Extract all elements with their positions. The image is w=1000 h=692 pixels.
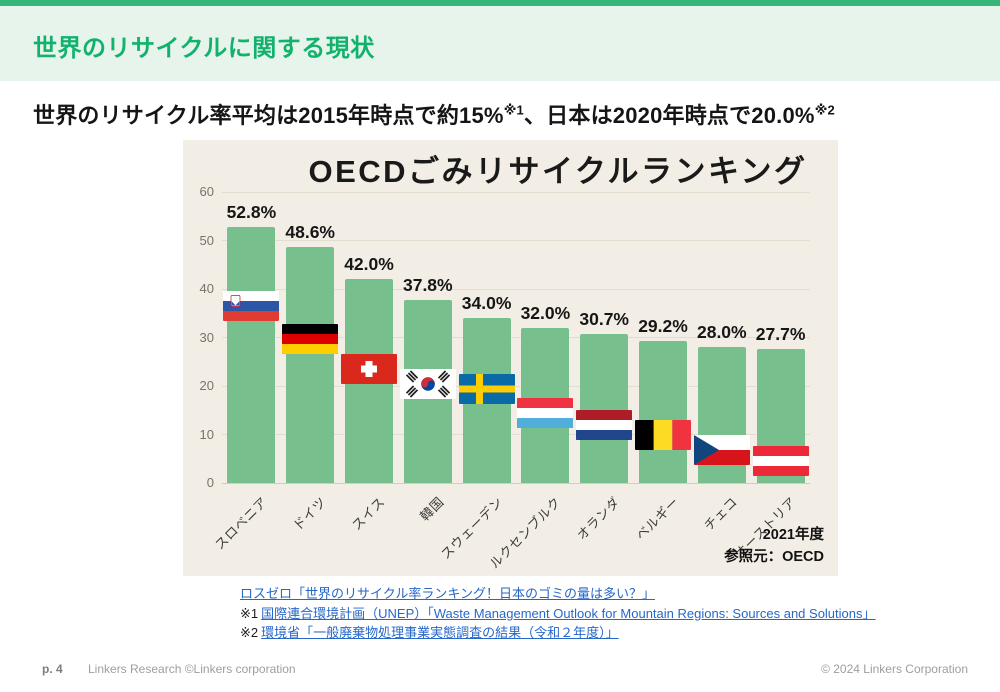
gridline-30 <box>222 337 810 338</box>
page-title: 世界のリサイクルに関する現状 <box>33 35 375 62</box>
gridline-60 <box>222 191 810 193</box>
flag-belgium-icon <box>635 420 691 451</box>
ytick-0: 0 <box>206 475 214 490</box>
value-label-czechia: 28.0% <box>696 322 747 343</box>
source-link-1[interactable]: ロスゼロ「世界のリサイクル率ランキング！日本のゴミの量は多い？」 <box>240 586 655 601</box>
subtitle-footnote-marker: ※1 <box>503 102 524 118</box>
gridline-10 <box>222 434 810 435</box>
flag-austria-icon <box>752 445 809 476</box>
source-prefix-3: ※2 <box>240 625 259 640</box>
plot-area: 0 10 20 30 40 50 60 52.8% スロベニア 48.6% ドイツ 42.0% スイス 3… <box>200 184 810 571</box>
value-label-netherlands: 30.7% <box>579 309 629 330</box>
source-line-3: ※2 環境省「一般廃棄物処理事業実態調査の結果（令和２年度）」 <box>240 623 876 643</box>
ytick-30: 30 <box>199 329 214 345</box>
ytick-20: 20 <box>199 378 214 393</box>
flag-slovenia-icon <box>223 290 280 321</box>
flag-netherlands-icon <box>576 410 633 441</box>
ytick-10: 10 <box>199 426 214 442</box>
chart-note: 2021年度 参照元：OECD <box>724 524 824 568</box>
source-links: ロスゼロ「世界のリサイクル率ランキング！日本のゴミの量は多い？」 ※1 国際連合環境… <box>240 584 876 643</box>
chart-note-source: 参照元：OECD <box>724 549 824 565</box>
bar-netherlands <box>580 334 629 483</box>
header-band <box>0 6 1000 81</box>
source-line-1: ロスゼロ「世界のリサイクル率ランキング！日本のゴミの量は多い？」 <box>240 584 876 604</box>
gridline-40 <box>222 288 810 290</box>
slide-subtitle: 世界のリサイクル率平均は2015年時点で約15%※1、日本は2020年時点で20… <box>33 102 835 128</box>
footer: p. 4 Linkers Research ©Linkers corporati… <box>0 660 1000 684</box>
flag-luxembourg-icon <box>517 398 574 429</box>
flag-czechia-icon <box>693 434 750 465</box>
footer-right-text: © 2024 Linkers Corporation <box>821 662 968 676</box>
source-prefix-2: ※1 <box>240 605 259 621</box>
bar-belgium <box>639 341 687 483</box>
gridline-0 <box>222 482 810 484</box>
chart-note-year: 2021年度 <box>762 527 824 543</box>
flag-sweden-icon <box>458 373 515 404</box>
bar-slovenia <box>227 226 276 483</box>
top-accent-bar <box>0 0 1000 6</box>
source-line-2: ※1 国際連合環境計画（UNEP）「Waste Management Outloo… <box>240 604 876 624</box>
footer-left-text: Linkers Research ©Linkers corporation <box>88 662 296 676</box>
value-label-switzerland: 42.0% <box>344 254 394 275</box>
ytick-60: 60 <box>199 184 214 199</box>
page-number: p. 4 <box>42 662 63 676</box>
value-label-sweden: 34.0% <box>461 293 512 314</box>
ytick-50: 50 <box>199 232 214 248</box>
subtitle-footnote-marker: ※2 <box>814 102 835 118</box>
bar-germany <box>286 247 335 483</box>
source-link-2[interactable]: 国際連合環境計画（UNEP）「Waste Management Outlook … <box>261 605 876 621</box>
value-label-slovenia: 52.8% <box>226 201 277 222</box>
value-label-luxembourg: 32.0% <box>520 302 571 323</box>
source-link-3[interactable]: 環境省「一般廃棄物処理事業実態調査の結果（令和２年度）」 <box>261 625 619 640</box>
value-label-germany: 48.6% <box>285 222 335 243</box>
value-label-austria: 27.7% <box>755 323 806 344</box>
flag-germany-icon <box>282 324 339 355</box>
value-label-belgium: 29.2% <box>638 316 688 337</box>
value-label-south-korea: 37.8% <box>402 274 453 295</box>
gridline-50 <box>222 240 810 241</box>
ytick-40: 40 <box>199 281 214 296</box>
gridline-20 <box>222 385 810 387</box>
flag-south-korea-icon <box>399 369 456 400</box>
chart-title: OECDごみリサイクルランキング <box>308 154 808 189</box>
flag-switzerland-icon <box>341 353 397 384</box>
